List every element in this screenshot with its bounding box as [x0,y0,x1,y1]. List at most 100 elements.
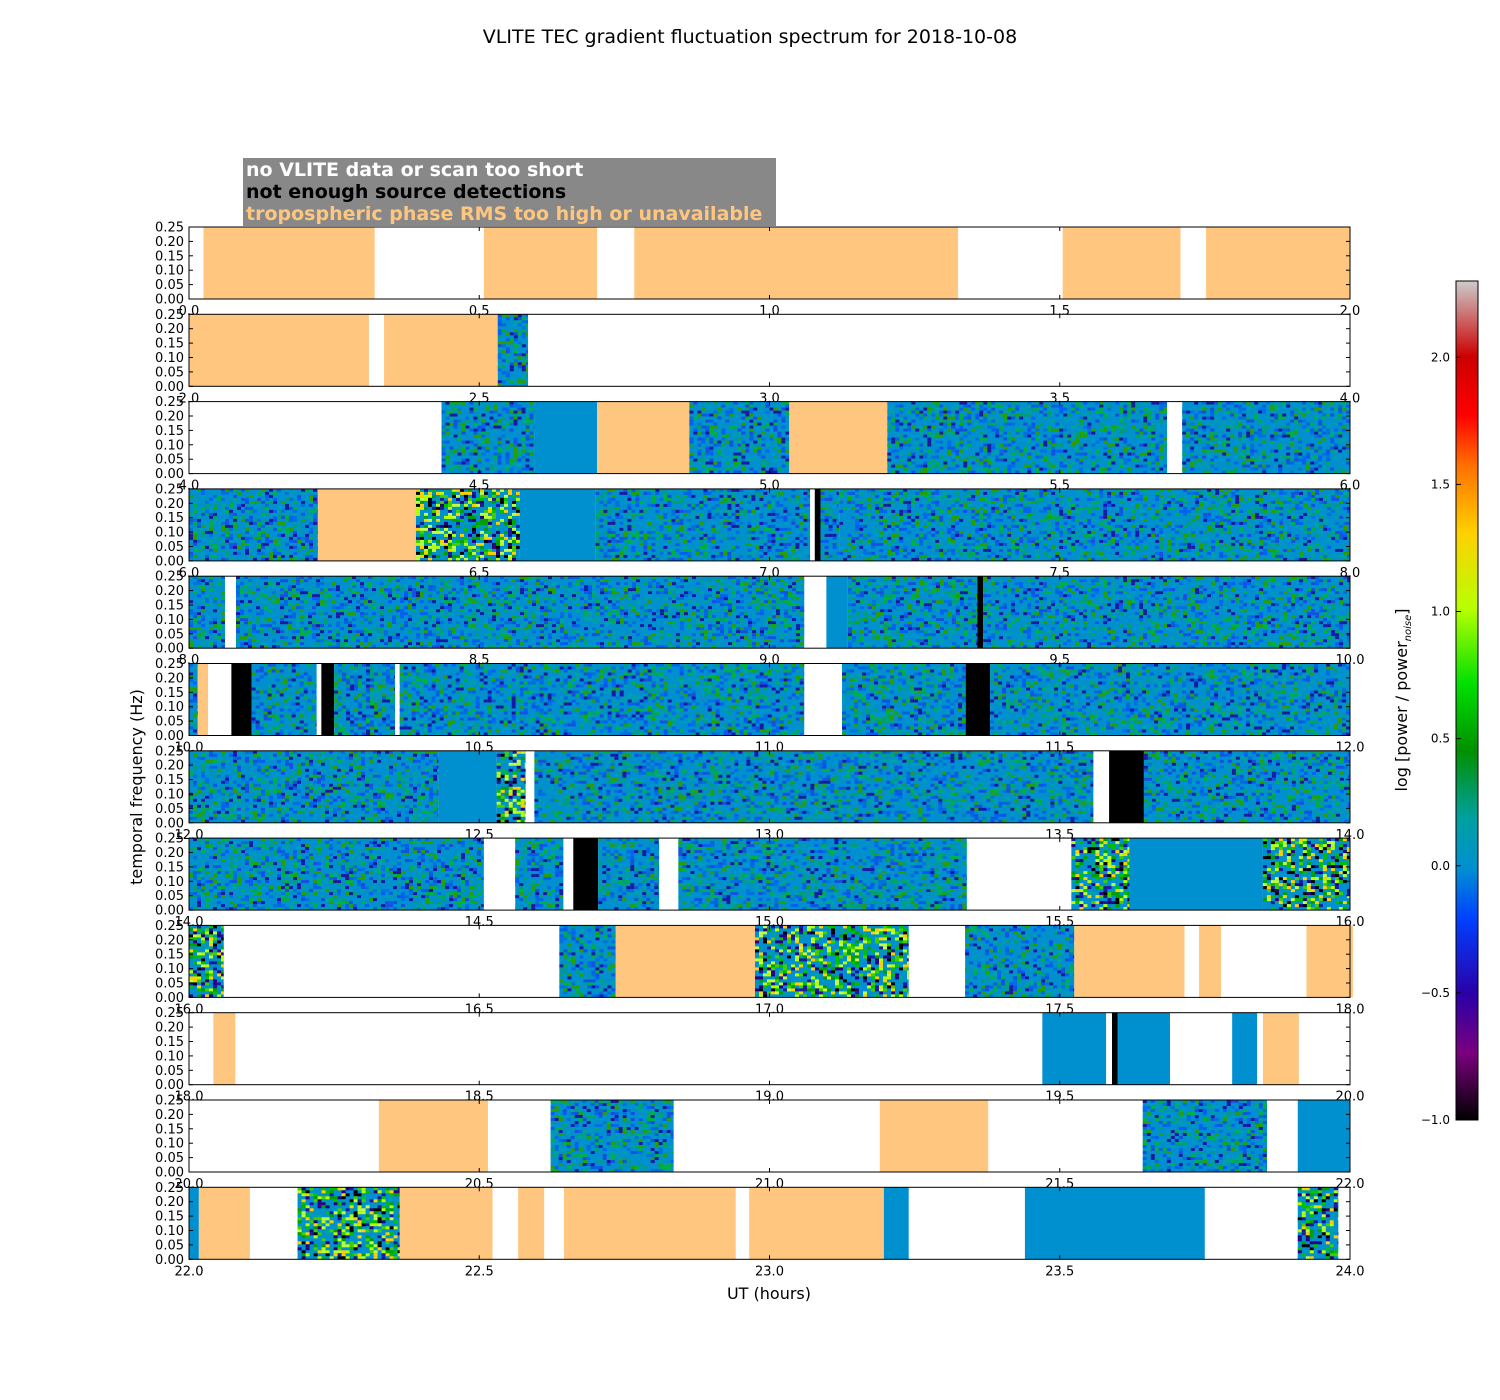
spectrum-cell [1338,434,1343,438]
spectrum-cell [733,440,738,444]
spectrum-cell [449,410,454,414]
spectrum-cell [525,359,528,363]
spectrum-cell [1190,413,1195,417]
spectrum-cell [911,416,916,420]
spectrum-cell [1035,428,1040,432]
spectrum-cell [773,401,778,405]
spectrum-cell [755,521,760,525]
spectrum-cell [911,440,916,444]
spectrum-cell [675,527,680,531]
spectrum-cell [689,437,694,441]
spectrum-cell [783,497,788,501]
spectrum-cell [741,437,746,441]
spectrum-cell [217,512,221,516]
spectrum-cell [1242,443,1247,447]
spectrum-cell [899,404,904,408]
spectrum-cell [285,488,289,492]
spectrum-cell [639,515,644,519]
spectrum-cell [787,512,792,516]
spectrum-cell [689,422,694,426]
spectrum-cell [765,461,770,465]
spectrum-cell [517,362,522,366]
spectrum-cell [1059,416,1064,420]
spectrum-cell [717,422,722,426]
spectrum-cell [269,494,273,498]
spectrum-cell [741,467,746,471]
spectrum-cell [1003,446,1008,450]
spectrum-cell [735,503,740,507]
spectrum-cell [485,437,490,441]
spectrum-cell [1155,467,1160,471]
spectrum-cell [1230,449,1235,453]
spectrum-cell [739,503,744,507]
spectrum-cell [1007,410,1012,414]
spectrum-cell [1263,494,1268,498]
spectrum-cell [1302,470,1307,474]
spectrum-cell [1119,407,1124,411]
spectrum-cell [217,497,221,501]
spectrum-cell [1274,458,1279,462]
spectrum-cell [193,515,197,519]
spectrum-cell [1214,419,1219,423]
spectrum-cell [201,524,205,528]
spectrum-cell [289,545,293,549]
spectrum-cell [979,449,984,453]
spectrum-cell [721,410,726,414]
spectrum-cell [1186,410,1191,414]
spectrum-cell [931,458,936,462]
spectrum-cell [513,332,518,336]
spectrum-cell [899,422,904,426]
spectrum-cell [1306,458,1311,462]
spectrum-cell [695,494,700,498]
spectrum-cell [505,464,510,468]
spectrum-cell [1310,401,1315,405]
spectrum-cell [911,410,916,414]
spectrum-cell [201,533,205,537]
spectrum-cell [1250,434,1255,438]
spectrum-cell [1039,452,1044,456]
spectrum-cell [1262,428,1267,432]
spectrum-cell [1007,494,1012,498]
spectrum-cell [1315,494,1320,498]
spectrum-cell [663,551,668,555]
spectrum-cell [189,536,193,540]
spectrum-cell [468,557,472,561]
spectrum-cell [289,494,293,498]
spectrum-cell [1222,407,1227,411]
spectrum-cell [847,494,852,498]
spectrum-cell [464,542,468,546]
spectrum-cell [983,410,988,414]
spectrum-cell [1159,467,1164,471]
spectrum-cell [1343,494,1348,498]
spectrum-cell [1091,455,1096,459]
spectrum-cell [221,488,225,492]
spectrum-cell [1019,497,1024,501]
spectrum-cell [1099,470,1104,474]
spectrum-cell [469,455,474,459]
spectrum-cell [887,422,892,426]
spectrum-cell [987,446,992,450]
spectrum-cell [209,533,213,537]
spectrum-cell [201,509,205,513]
spectrum-cell [733,413,738,417]
spectrum-cell [445,437,450,441]
spectrum-cell [777,413,782,417]
spectrum-cell [1346,464,1350,468]
spectrum-cell [959,428,964,432]
spectrum-cell [285,533,289,537]
spectrum-cell [935,404,940,408]
spectrum-cell [1007,446,1012,450]
spectrum-cell [1111,404,1116,408]
spectrum-cell [655,557,660,561]
spectrum-cell [935,494,940,498]
spectrum-cell [975,446,980,450]
spectrum-cell [999,443,1004,447]
spectrum-cell [769,431,774,435]
spectrum-cell [473,446,478,450]
spectrum-cell [1254,458,1259,462]
spectrum-cell [1226,410,1231,414]
spectrum-cell [265,533,269,537]
spectrum-cell [683,500,688,504]
spectrum-cell [777,422,782,426]
spectrum-cell [749,434,754,438]
